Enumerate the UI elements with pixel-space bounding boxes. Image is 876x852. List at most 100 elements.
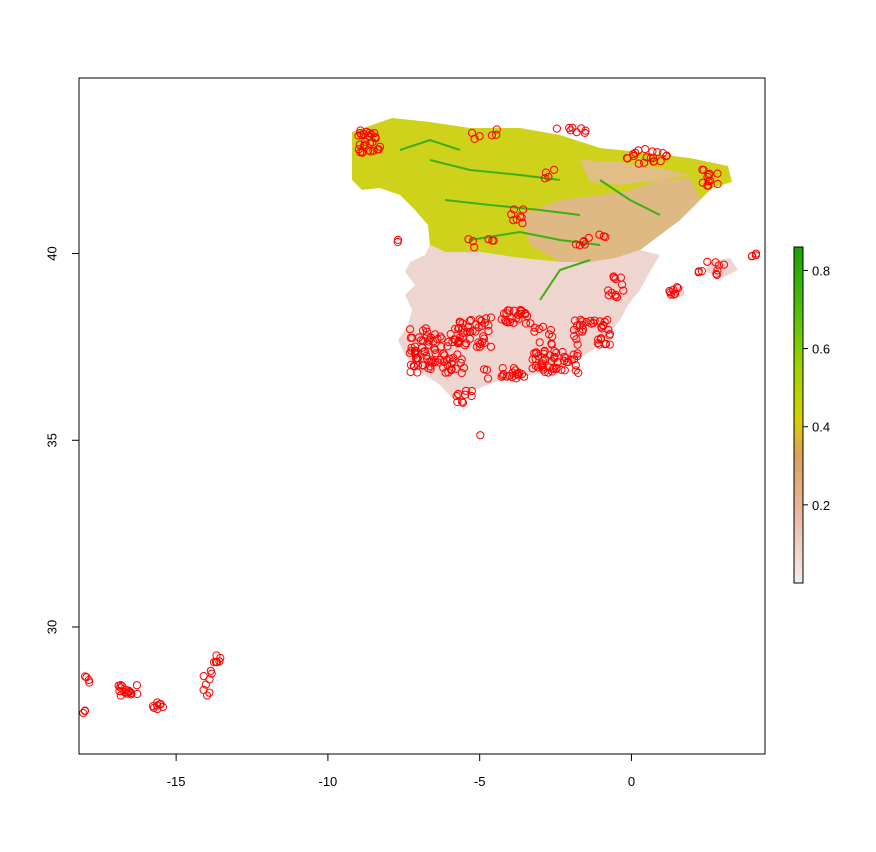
occurrence-point	[439, 363, 448, 372]
occurrence-point	[584, 233, 593, 242]
occurrence-point	[646, 153, 655, 163]
occurrence-point	[464, 235, 473, 244]
plot-frame	[78, 77, 766, 755]
occurrence-point	[475, 342, 484, 351]
occurrence-point	[210, 658, 219, 667]
occurrence-point	[467, 128, 477, 137]
occurrence-point	[497, 315, 506, 324]
occurrence-point	[601, 232, 610, 242]
occurrence-point	[719, 260, 729, 269]
occurrence-point	[410, 342, 420, 351]
occurrence-point	[454, 323, 463, 332]
occurrence-point	[476, 431, 485, 440]
occurrence-point	[467, 391, 476, 401]
occurrence-point	[573, 321, 582, 330]
occurrence-point	[453, 397, 462, 407]
occurrence-point	[526, 319, 535, 328]
occurrence-point	[409, 361, 418, 370]
occurrence-point	[752, 249, 761, 258]
legend-tick-label: 0.2	[812, 498, 830, 513]
occurrence-point	[662, 152, 671, 161]
occurrence-point	[369, 146, 378, 155]
occurrence-point	[550, 354, 559, 363]
occurrence-point	[516, 309, 525, 318]
occurrence-point	[642, 153, 651, 162]
occurrence-point	[640, 158, 649, 167]
occurrence-point	[486, 313, 496, 322]
occurrence-point	[501, 316, 510, 325]
occurrence-point	[567, 355, 576, 364]
occurrence-point	[560, 366, 569, 375]
occurrence-point	[373, 145, 382, 154]
occurrence-point	[458, 324, 467, 333]
occurrence-point	[484, 326, 493, 336]
occurrence-point	[569, 350, 578, 359]
occurrence-point	[85, 678, 94, 687]
occurrence-point	[517, 213, 526, 222]
occurrence-point	[507, 210, 516, 219]
y-tick-label: 35	[44, 433, 59, 447]
occurrence-point	[393, 237, 402, 247]
occurrence-point	[458, 398, 468, 407]
occurrence-point	[482, 365, 491, 374]
occurrence-point	[457, 355, 466, 364]
occurrence-point	[557, 365, 566, 374]
occurrence-point	[649, 154, 658, 163]
x-tick-label: -10	[319, 774, 338, 789]
occurrence-point	[153, 701, 162, 710]
occurrence-points	[79, 123, 761, 718]
occurrence-point	[570, 355, 579, 364]
occurrence-point	[125, 687, 134, 696]
legend-colorbar	[793, 246, 804, 584]
occurrence-point	[634, 159, 643, 168]
occurrence-point	[571, 366, 580, 375]
raster-rivers	[399, 138, 661, 301]
occurrence-point	[472, 342, 481, 351]
occurrence-point	[203, 691, 212, 700]
occurrence-point	[205, 675, 214, 684]
occurrence-point	[575, 320, 585, 329]
occurrence-point	[703, 257, 712, 266]
occurrence-point	[153, 698, 162, 707]
occurrence-point	[656, 157, 665, 166]
occurrence-point	[422, 327, 431, 336]
occurrence-point	[509, 216, 518, 225]
occurrence-point	[530, 327, 539, 336]
occurrence-point	[486, 342, 496, 351]
occurrence-point	[535, 338, 544, 347]
occurrence-point	[566, 126, 575, 135]
occurrence-point	[468, 326, 477, 335]
occurrence-point	[468, 237, 477, 246]
occurrence-point	[436, 332, 445, 341]
occurrence-point	[530, 323, 539, 332]
occurrence-point	[748, 251, 757, 261]
occurrence-point	[455, 317, 464, 326]
occurrence-point	[574, 368, 583, 377]
occurrence-point	[133, 689, 142, 699]
occurrence-point	[712, 269, 721, 278]
occurrence-point	[565, 123, 574, 133]
occurrence-point	[517, 306, 526, 315]
occurrence-point	[459, 363, 469, 372]
occurrence-point	[360, 140, 369, 149]
occurrence-point	[517, 370, 527, 379]
occurrence-point	[483, 374, 493, 383]
occurrence-point	[497, 372, 506, 381]
occurrence-point	[405, 348, 414, 357]
occurrence-point	[413, 361, 423, 370]
occurrence-point	[499, 370, 508, 379]
occurrence-point	[599, 321, 608, 330]
occurrence-point	[586, 316, 595, 325]
occurrence-point	[538, 359, 547, 368]
occurrence-point	[471, 327, 480, 336]
occurrence-point	[532, 348, 541, 357]
occurrence-point	[528, 364, 537, 373]
occurrence-point	[408, 333, 417, 342]
occurrence-point	[641, 145, 650, 154]
occurrence-point	[498, 371, 507, 380]
occurrence-point	[546, 325, 556, 335]
occurrence-point	[577, 124, 586, 133]
occurrence-point	[451, 364, 460, 373]
occurrence-point	[547, 340, 556, 349]
occurrence-point	[713, 266, 722, 275]
